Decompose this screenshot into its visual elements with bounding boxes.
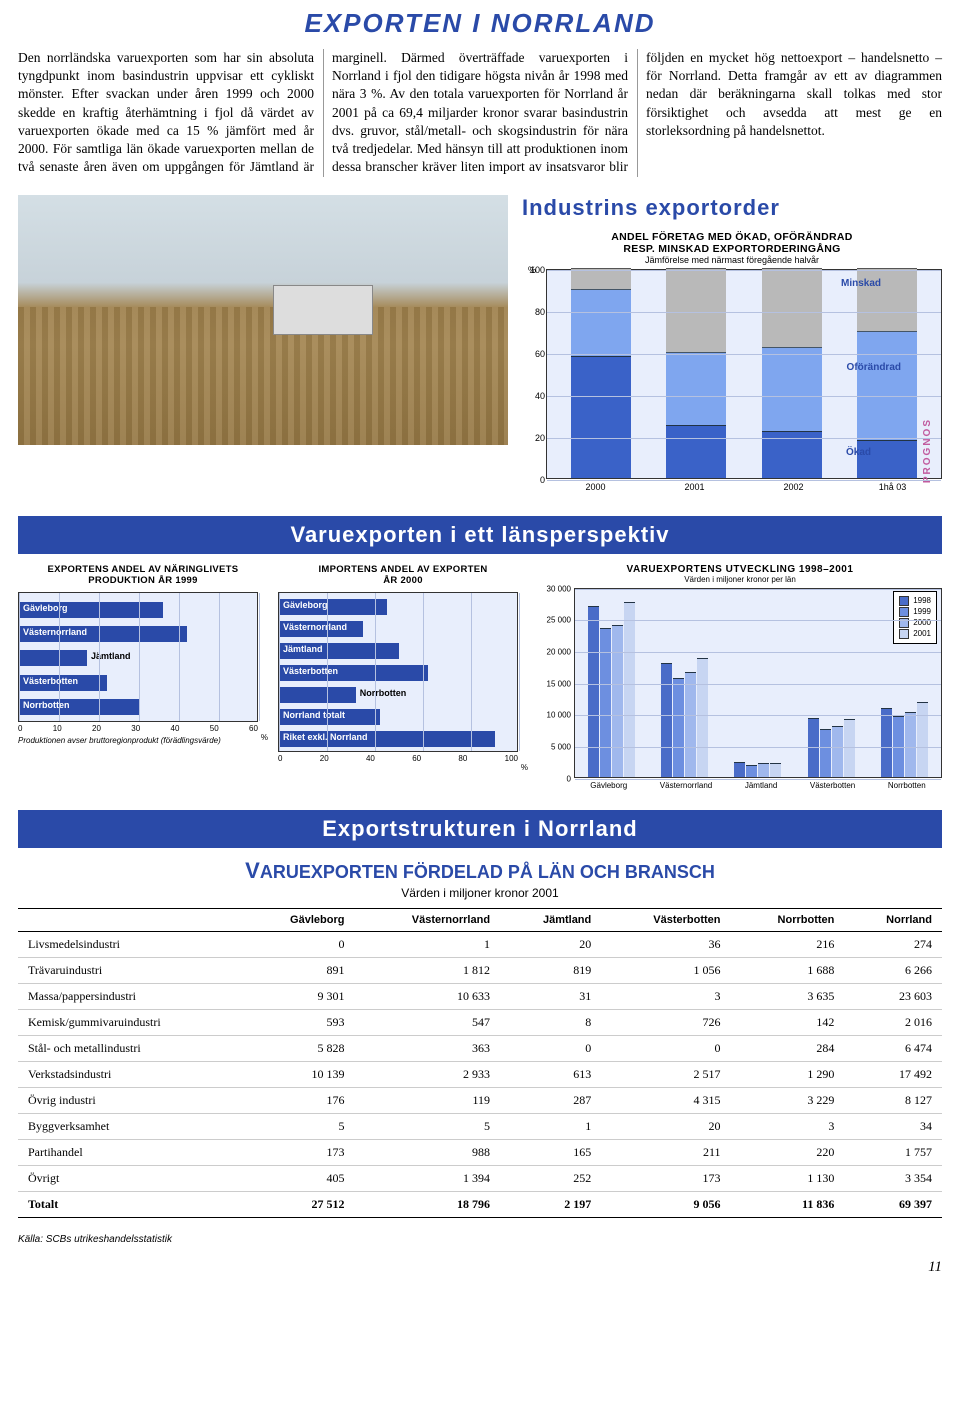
legend-minskad: Minskad [841,278,881,289]
data-table: GävleborgVästernorrlandJämtlandVästerbot… [18,908,942,1218]
table-title: VARUEXPORTEN FÖRDELAD PÅ LÄN OCH BRANSCH [0,858,960,884]
chart-utveckling: VARUEXPORTENS UTVECKLING 1998–2001 Värde… [538,564,942,790]
banner-varuexporten: Varuexporten i ett länsperspektiv [18,516,942,554]
table-row: Byggverksamhet55120334 [18,1113,942,1139]
chart-a-note: Produktionen avser bruttoregionprodukt (… [18,736,268,745]
chart-import-andel: IMPORTENS ANDEL AV EXPORTENÅR 2000 Gävle… [278,564,528,790]
table-header: Gävleborg [244,908,354,931]
legend-oforandrad: Oförändrad [847,362,901,373]
page-title: EXPORTEN I NORRLAND [0,0,960,49]
chart-export-andel: EXPORTENS ANDEL AV NÄRINGLIVETSPRODUKTIO… [18,564,268,790]
exportorder-sub3: Jämförelse med närmast föregående halvår [522,255,942,265]
source-note: Källa: SCBs utrikeshandelsstatistik [0,1218,960,1245]
table-row: Övrig industri1761192874 3153 2298 127 [18,1087,942,1113]
table-row: Massa/pappersindustri9 30110 6333133 635… [18,983,942,1009]
exportorder-panel: Industrins exportorder ANDEL FÖRETAG MED… [522,195,942,492]
table-header: Västernorrland [354,908,500,931]
legend-okad: Ökad [846,447,871,458]
photo-truck [273,285,373,335]
table-total-row: Totalt27 51218 7962 1979 05611 83669 397 [18,1191,942,1217]
table-subtitle: Värden i miljoner kronor 2001 [0,886,960,900]
chart-c-title: VARUEXPORTENS UTVECKLING 1998–2001 [538,564,942,575]
table-row: Partihandel1739881652112201 757 [18,1139,942,1165]
photo-timber [18,195,508,445]
table-row: Livsmedelsindustri012036216274 [18,931,942,957]
banner-exportstrukturen: Exportstrukturen i Norrland [18,810,942,848]
table-header: Norrbotten [731,908,845,931]
chart-c-sub: Värden i miljoner kronor per län [538,575,942,584]
exportorder-sub1: ANDEL FÖRETAG MED ÖKAD, OFÖRÄNDRAD [522,231,942,243]
exportorder-heading: Industrins exportorder [522,195,942,221]
page-number: 11 [0,1245,960,1286]
table-header: Jämtland [500,908,601,931]
table-header: Norrland [844,908,942,931]
stacked-chart: 020406080100 Minskad Oförändrad Ökad PRO… [546,269,942,479]
grouped-chart: 05 00010 00015 00020 00025 00030 000 199… [574,588,942,778]
intro-text: Den norrländska varuexporten som har sin… [0,49,960,189]
table-header [18,908,244,931]
table-row: Trävaruindustri8911 8128191 0561 6886 26… [18,957,942,983]
grouped-legend: 1998199920002001 [893,591,937,644]
table-row: Stål- och metallindustri5 828363002846 4… [18,1035,942,1061]
prognos-label: PROGNOS [922,418,933,483]
table-row: Verkstadsindustri10 1392 9336132 5171 29… [18,1061,942,1087]
table-row: Kemisk/gummivaruindustri59354787261422 0… [18,1009,942,1035]
table-header: Västerbotten [601,908,730,931]
exportorder-sub2: RESP. MINSKAD EXPORTORDERINGÅNG [522,243,942,255]
table-row: Övrigt4051 3942521731 1303 354 [18,1165,942,1191]
